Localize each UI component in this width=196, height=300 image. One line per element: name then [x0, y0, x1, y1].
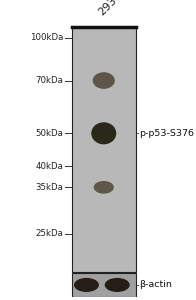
- Ellipse shape: [93, 72, 115, 89]
- Ellipse shape: [105, 278, 130, 292]
- Text: 100kDa: 100kDa: [30, 33, 64, 42]
- Text: p-p53-S376: p-p53-S376: [139, 129, 194, 138]
- Text: 50kDa: 50kDa: [35, 129, 64, 138]
- Text: 40kDa: 40kDa: [35, 162, 64, 171]
- Ellipse shape: [91, 122, 116, 144]
- Bar: [72, 26, 136, 272]
- Text: 70kDa: 70kDa: [35, 76, 64, 85]
- Ellipse shape: [94, 181, 114, 194]
- Ellipse shape: [74, 278, 99, 292]
- Text: 25kDa: 25kDa: [35, 230, 64, 238]
- Text: 293T: 293T: [97, 0, 123, 18]
- Bar: [72, 273, 136, 297]
- Text: β-actin: β-actin: [139, 280, 172, 290]
- Text: 35kDa: 35kDa: [35, 183, 64, 192]
